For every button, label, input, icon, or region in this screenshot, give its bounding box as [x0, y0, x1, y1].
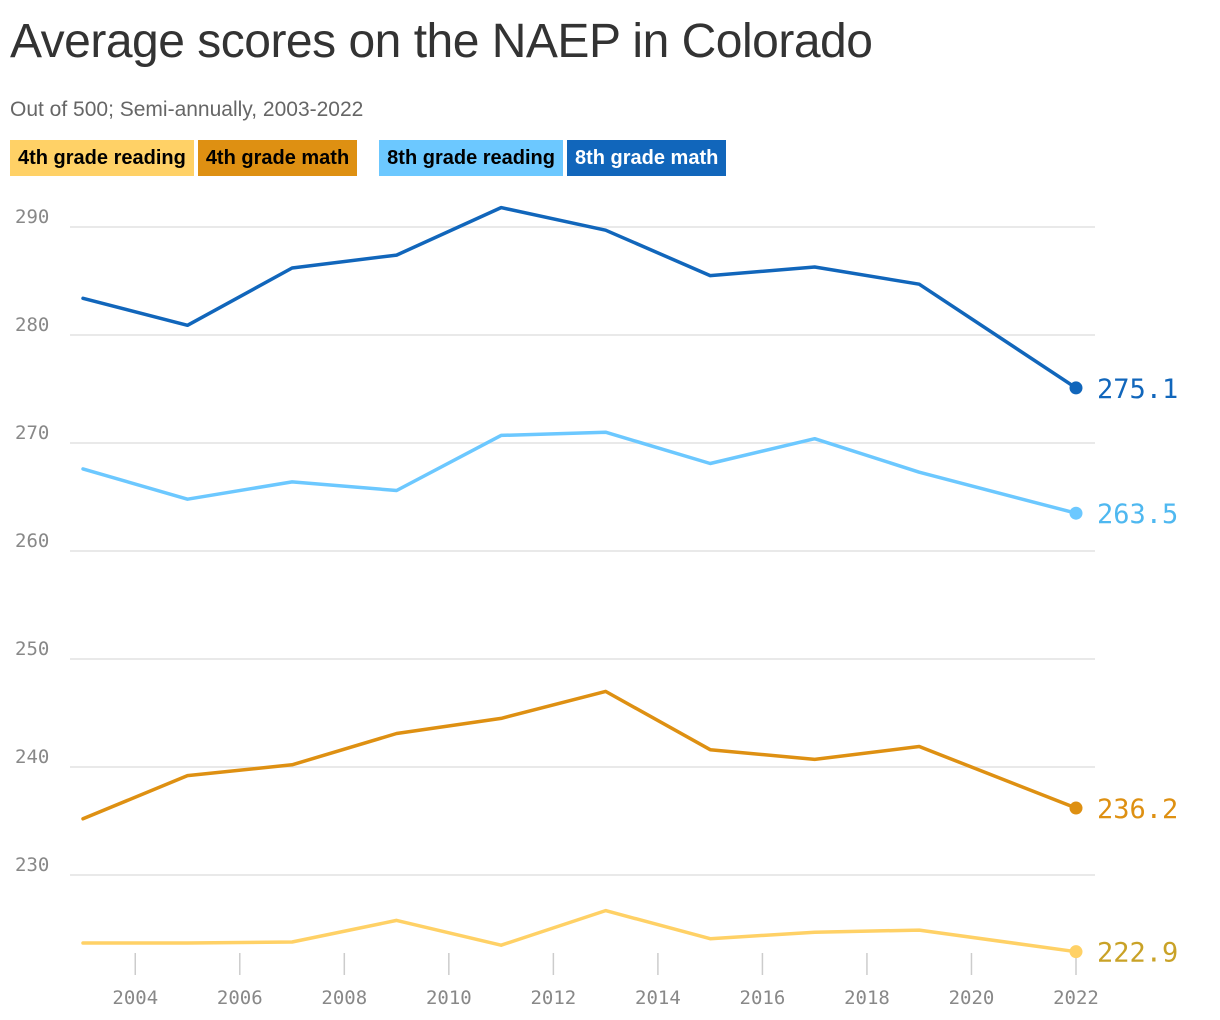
x-tick-label: 2010: [426, 987, 472, 1009]
series-end-point: [1069, 801, 1083, 815]
y-tick-label: 250: [15, 638, 49, 660]
x-tick-label: 2004: [112, 987, 158, 1009]
legend-item: 4th grade reading: [10, 140, 194, 176]
chart-subtitle: Out of 500; Semi-annually, 2003-2022: [10, 98, 364, 121]
series-end-label: 236.2: [1097, 794, 1178, 825]
series-end-label: 222.9: [1097, 938, 1178, 969]
series-line: [81, 430, 1078, 515]
series-end-label: 275.1: [1097, 374, 1178, 405]
y-tick-label: 230: [15, 854, 49, 876]
y-tick-label: 280: [15, 314, 49, 336]
x-tick-label: 2020: [949, 987, 995, 1009]
x-tick-label: 2014: [635, 987, 681, 1009]
y-tick-label: 240: [15, 746, 49, 768]
legend-item: 8th grade reading: [379, 140, 563, 176]
legend-item: 8th grade math: [566, 140, 727, 176]
series-end-point: [1069, 945, 1083, 959]
chart-title: Average scores on the NAEP in Colorado: [10, 15, 873, 68]
y-tick-label: 270: [15, 422, 49, 444]
x-tick-label: 2008: [321, 987, 367, 1009]
x-tick-label: 2006: [217, 987, 263, 1009]
legend: 4th grade reading 4th grade math 8th grade…: [10, 140, 730, 176]
x-tick-label: 2018: [844, 987, 890, 1009]
series-end-point: [1069, 506, 1083, 520]
y-tick-label: 260: [15, 530, 49, 552]
series-line: [81, 689, 1078, 821]
series-end-label: 263.5: [1097, 499, 1178, 530]
legend-item: 4th grade math: [197, 140, 358, 176]
x-tick-label: 2012: [530, 987, 576, 1009]
x-tick-label: 2016: [740, 987, 786, 1009]
series-line: [81, 205, 1078, 390]
series-end-point: [1069, 381, 1083, 395]
y-tick-label: 290: [15, 206, 49, 228]
x-tick-label: 2022: [1053, 987, 1099, 1009]
series-line: [81, 908, 1078, 954]
